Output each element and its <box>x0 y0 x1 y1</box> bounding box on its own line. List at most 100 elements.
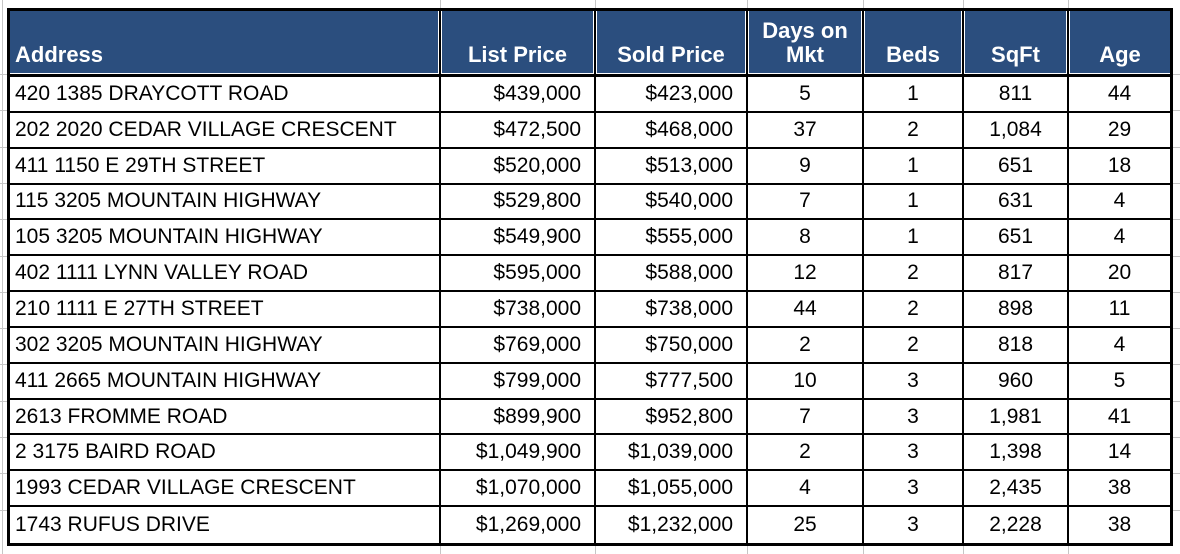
cell-sqft[interactable]: 1,981 <box>964 399 1069 436</box>
cell-sqft[interactable]: 818 <box>964 327 1069 364</box>
cell-sqft[interactable]: 631 <box>964 184 1069 221</box>
column-header-list-price[interactable]: List Price <box>441 11 596 77</box>
cell-beds[interactable]: 3 <box>864 435 964 472</box>
cell-sold-price[interactable]: $423,000 <box>596 77 748 113</box>
cell-list-price[interactable]: $549,900 <box>441 220 596 257</box>
cell-list-price[interactable]: $899,900 <box>441 399 596 436</box>
cell-sqft[interactable]: 1,398 <box>964 435 1069 472</box>
cell-days-on-mkt[interactable]: 10 <box>748 363 864 400</box>
cell-days-on-mkt[interactable]: 37 <box>748 112 864 149</box>
gridline-tick <box>0 74 7 75</box>
cell-sqft[interactable]: 651 <box>964 148 1069 185</box>
cell-age[interactable]: 38 <box>1069 507 1170 543</box>
column-header-address[interactable]: Address <box>10 11 441 77</box>
cell-beds[interactable]: 3 <box>864 363 964 400</box>
cell-sold-price[interactable]: $777,500 <box>596 363 748 400</box>
cell-list-price[interactable]: $769,000 <box>441 327 596 364</box>
cell-beds[interactable]: 1 <box>864 220 964 257</box>
column-header-beds[interactable]: Beds <box>864 11 964 77</box>
cell-list-price[interactable]: $439,000 <box>441 77 596 113</box>
column-header-sold-price[interactable]: Sold Price <box>596 11 748 77</box>
column-header-sqft[interactable]: SqFt <box>964 11 1069 77</box>
cell-age[interactable]: 29 <box>1069 112 1170 149</box>
cell-list-price[interactable]: $529,800 <box>441 184 596 221</box>
cell-sold-price[interactable]: $952,800 <box>596 399 748 436</box>
cell-beds[interactable]: 1 <box>864 148 964 185</box>
gridline-tick <box>963 546 964 554</box>
cell-beds[interactable]: 3 <box>864 507 964 543</box>
column-header-age[interactable]: Age <box>1069 11 1170 77</box>
cell-days-on-mkt[interactable]: 12 <box>748 256 864 293</box>
cell-address[interactable]: 420 1385 DRAYCOTT ROAD <box>10 77 441 113</box>
cell-list-price[interactable]: $799,000 <box>441 363 596 400</box>
cell-days-on-mkt[interactable]: 4 <box>748 471 864 508</box>
cell-age[interactable]: 14 <box>1069 435 1170 472</box>
cell-sold-price[interactable]: $1,039,000 <box>596 435 748 472</box>
cell-beds[interactable]: 1 <box>864 184 964 221</box>
cell-age[interactable]: 4 <box>1069 220 1170 257</box>
cell-beds[interactable]: 2 <box>864 327 964 364</box>
cell-sqft[interactable]: 1,084 <box>964 112 1069 149</box>
cell-days-on-mkt[interactable]: 44 <box>748 292 864 328</box>
cell-sqft[interactable]: 817 <box>964 256 1069 293</box>
cell-address[interactable]: 2613 FROMME ROAD <box>10 399 441 436</box>
cell-sold-price[interactable]: $468,000 <box>596 112 748 149</box>
cell-age[interactable]: 5 <box>1069 363 1170 400</box>
cell-days-on-mkt[interactable]: 5 <box>748 77 864 113</box>
cell-address[interactable]: 1993 CEDAR VILLAGE CRESCENT <box>10 471 441 508</box>
cell-age[interactable]: 11 <box>1069 292 1170 328</box>
cell-address[interactable]: 1743 RUFUS DRIVE <box>10 507 441 543</box>
cell-age[interactable]: 44 <box>1069 77 1170 113</box>
cell-age[interactable]: 4 <box>1069 327 1170 364</box>
column-header-days-on-mkt[interactable]: Days on Mkt <box>748 11 864 77</box>
cell-age[interactable]: 18 <box>1069 148 1170 185</box>
cell-beds[interactable]: 2 <box>864 292 964 328</box>
cell-list-price[interactable]: $520,000 <box>441 148 596 185</box>
cell-address[interactable]: 302 3205 MOUNTAIN HIGHWAY <box>10 327 441 364</box>
cell-sqft[interactable]: 960 <box>964 363 1069 400</box>
cell-sqft[interactable]: 2,228 <box>964 507 1069 543</box>
cell-list-price[interactable]: $1,049,900 <box>441 435 596 472</box>
cell-list-price[interactable]: $1,269,000 <box>441 507 596 543</box>
cell-days-on-mkt[interactable]: 9 <box>748 148 864 185</box>
cell-address[interactable]: 411 1150 E 29TH STREET <box>10 148 441 185</box>
cell-address[interactable]: 210 1111 E 27TH STREET <box>10 292 441 328</box>
cell-age[interactable]: 4 <box>1069 184 1170 221</box>
cell-sold-price[interactable]: $1,232,000 <box>596 507 748 543</box>
cell-age[interactable]: 38 <box>1069 471 1170 508</box>
cell-sold-price[interactable]: $513,000 <box>596 148 748 185</box>
cell-address[interactable]: 202 2020 CEDAR VILLAGE CRESCENT <box>10 112 441 149</box>
cell-sqft[interactable]: 811 <box>964 77 1069 113</box>
cell-address[interactable]: 402 1111 LYNN VALLEY ROAD <box>10 256 441 293</box>
cell-sqft[interactable]: 651 <box>964 220 1069 257</box>
cell-sold-price[interactable]: $588,000 <box>596 256 748 293</box>
cell-days-on-mkt[interactable]: 2 <box>748 327 864 364</box>
cell-list-price[interactable]: $738,000 <box>441 292 596 328</box>
cell-age[interactable]: 20 <box>1069 256 1170 293</box>
cell-days-on-mkt[interactable]: 25 <box>748 507 864 543</box>
cell-sold-price[interactable]: $738,000 <box>596 292 748 328</box>
cell-address[interactable]: 105 3205 MOUNTAIN HIGHWAY <box>10 220 441 257</box>
cell-sold-price[interactable]: $540,000 <box>596 184 748 221</box>
cell-address[interactable]: 411 2665 MOUNTAIN HIGHWAY <box>10 363 441 400</box>
cell-days-on-mkt[interactable]: 7 <box>748 184 864 221</box>
cell-sold-price[interactable]: $750,000 <box>596 327 748 364</box>
cell-beds[interactable]: 3 <box>864 471 964 508</box>
cell-address[interactable]: 115 3205 MOUNTAIN HIGHWAY <box>10 184 441 221</box>
cell-days-on-mkt[interactable]: 7 <box>748 399 864 436</box>
cell-list-price[interactable]: $472,500 <box>441 112 596 149</box>
cell-age[interactable]: 41 <box>1069 399 1170 436</box>
cell-list-price[interactable]: $1,070,000 <box>441 471 596 508</box>
cell-beds[interactable]: 1 <box>864 77 964 113</box>
cell-days-on-mkt[interactable]: 2 <box>748 435 864 472</box>
cell-beds[interactable]: 3 <box>864 399 964 436</box>
cell-list-price[interactable]: $595,000 <box>441 256 596 293</box>
cell-days-on-mkt[interactable]: 8 <box>748 220 864 257</box>
cell-sold-price[interactable]: $555,000 <box>596 220 748 257</box>
cell-beds[interactable]: 2 <box>864 112 964 149</box>
cell-sold-price[interactable]: $1,055,000 <box>596 471 748 508</box>
cell-beds[interactable]: 2 <box>864 256 964 293</box>
cell-sqft[interactable]: 2,435 <box>964 471 1069 508</box>
cell-address[interactable]: 2 3175 BAIRD ROAD <box>10 435 441 472</box>
cell-sqft[interactable]: 898 <box>964 292 1069 328</box>
